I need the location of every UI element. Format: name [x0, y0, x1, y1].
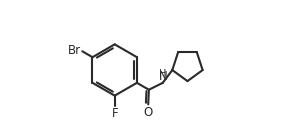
Text: Br: Br — [68, 44, 81, 57]
Text: N: N — [158, 70, 167, 83]
Text: O: O — [144, 106, 153, 119]
Text: H: H — [159, 69, 166, 79]
Text: F: F — [111, 107, 118, 120]
